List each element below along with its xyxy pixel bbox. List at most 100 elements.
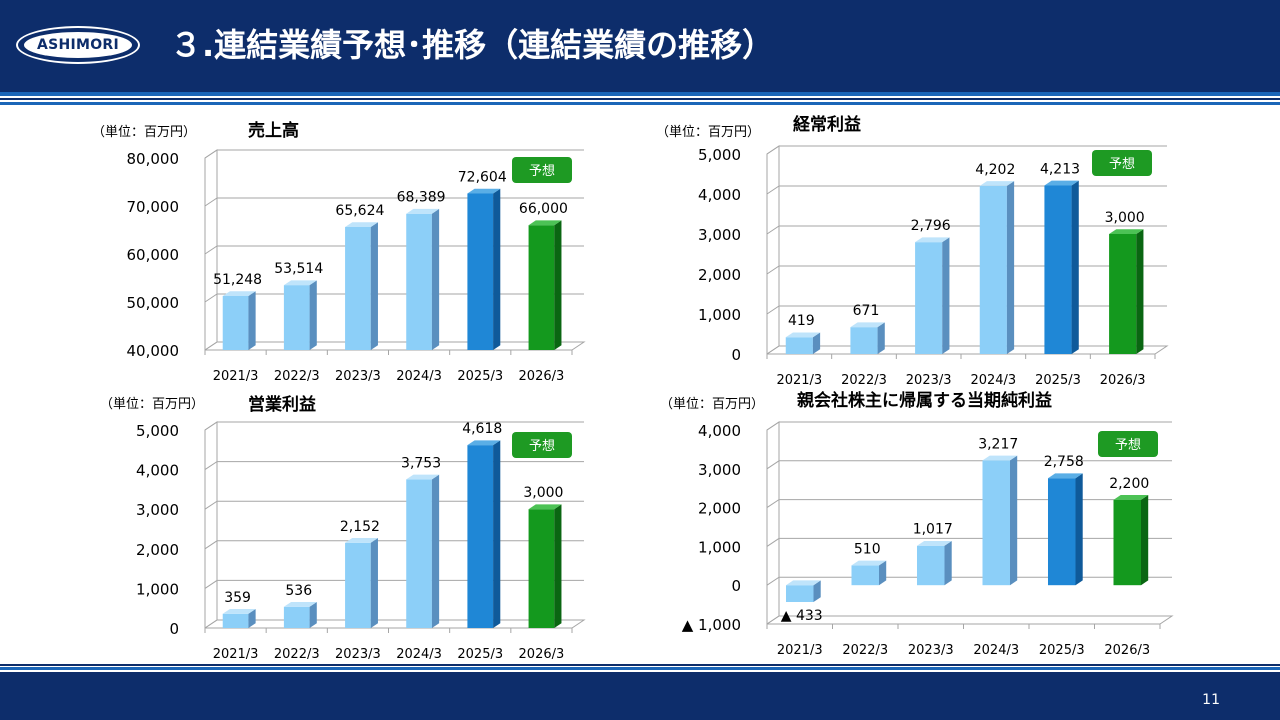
header-stripe-2: [0, 98, 1280, 100]
x-tick-label: 2025/3: [1039, 643, 1085, 658]
gridline: [204, 245, 584, 255]
gridline: [204, 293, 584, 303]
bar-2024/3: [982, 455, 1018, 586]
bar-2024/3: [979, 181, 1015, 354]
bar-2025/3: [467, 188, 501, 350]
data-label: 536: [285, 583, 312, 599]
data-label: 2,152: [340, 519, 380, 535]
data-label: 72,604: [458, 170, 507, 186]
chart-title: 親会社株主に帰属する当期純利益: [797, 390, 1052, 411]
bar-front: [916, 545, 945, 586]
bar-side: [309, 601, 317, 628]
bar-top: [916, 540, 952, 546]
gridline: [766, 460, 1172, 470]
y-tick-label: 1,000: [698, 306, 741, 324]
floor-outline: [767, 345, 1169, 355]
y-tick-label: 50,000: [127, 294, 180, 312]
y-tick-label: 1,000: [136, 580, 179, 598]
chart-title: 経常利益: [793, 114, 861, 135]
y-tick-label: 60,000: [127, 246, 180, 264]
bar-front: [222, 613, 249, 628]
bar-2021/3: [785, 332, 821, 354]
bar-top: [915, 237, 950, 243]
x-tick-label: 2026/3: [1100, 373, 1146, 388]
footer-stripe-2: [0, 667, 1280, 670]
bar-front: [467, 445, 494, 628]
x-tick-label: 2023/3: [906, 373, 952, 388]
x-tick-label: 2025/3: [457, 369, 503, 384]
bar-front: [345, 227, 371, 350]
bar-side: [1141, 495, 1149, 586]
bar-top: [467, 440, 501, 446]
bar-top: [528, 504, 562, 510]
bar-top: [345, 222, 378, 228]
bar-front: [1047, 478, 1076, 586]
y-tick-label: 1,000: [698, 538, 741, 556]
data-label: ▲ 433: [781, 608, 823, 624]
bar-2022/3: [283, 280, 317, 350]
bar-top: [785, 332, 821, 338]
forecast-badge-label: 予想: [1115, 437, 1141, 453]
forecast-badge-label: 予想: [529, 438, 555, 454]
unit-label: （単位：百万円）: [660, 396, 764, 412]
bar-front: [467, 193, 494, 350]
bar-front: [979, 185, 1007, 354]
y-tick-label: 3,000: [698, 226, 741, 244]
footer-stripe-1: [0, 664, 1280, 666]
bar-side: [812, 332, 821, 354]
side-wall: [204, 421, 218, 629]
bar-front: [1109, 234, 1137, 354]
chart-title: 営業利益: [248, 394, 316, 415]
bar-front: [406, 479, 432, 628]
y-tick-label: 4,000: [136, 462, 179, 480]
y-tick-label: 40,000: [127, 342, 180, 360]
gridline: [204, 341, 584, 351]
bar-front: [785, 337, 813, 354]
bar-2023/3: [915, 237, 950, 354]
gridline: [766, 225, 1167, 235]
bar-front: [785, 585, 814, 603]
bar-side: [248, 608, 256, 628]
data-label: 1,017: [913, 522, 953, 538]
chart-svg: （単位：百万円） 売上高 40,000 50,000 60,000 70,000 80,00…: [92, 120, 586, 384]
bar-2021/3: [222, 608, 256, 628]
data-label: 4,213: [1040, 161, 1080, 177]
bar-2026/3: [528, 220, 562, 350]
gridline: [204, 500, 584, 510]
bar-2024/3: [406, 208, 440, 350]
gridline: [204, 619, 584, 629]
gridline: [766, 345, 1167, 355]
data-label: 68,389: [397, 190, 446, 206]
forecast-badge-bg: [512, 432, 572, 458]
y-tick-label: 4,000: [698, 186, 741, 204]
net-income-chart: （単位：百万円） 親会社株主に帰属する当期純利益 ▲ 1,000 0 1,000 2,00…: [640, 388, 1280, 668]
data-label: 51,248: [213, 272, 262, 288]
bar-2023/3: [916, 540, 952, 586]
bar-2026/3: [1113, 495, 1149, 586]
bar-front: [1113, 499, 1142, 586]
bar-front: [283, 285, 310, 350]
data-label: 3,000: [523, 485, 563, 501]
x-tick-label: 2026/3: [519, 369, 565, 384]
gridline: [204, 579, 584, 589]
bar-2025/3: [1044, 180, 1079, 354]
forecast-badge: 予想: [1098, 431, 1158, 457]
chart-svg: （単位：百万円） 営業利益 0 1,000 2,000 3,000 4,000 5,000 35…: [100, 394, 586, 662]
x-tick-label: 2026/3: [519, 647, 565, 662]
y-tick-label: 3,000: [698, 461, 741, 479]
x-tick-label: 2021/3: [777, 643, 823, 658]
bar-top: [1044, 180, 1079, 186]
y-tick-label: 2,000: [136, 541, 179, 559]
data-label: 3,000: [1105, 210, 1145, 226]
gridline: [766, 145, 1167, 155]
floor-outline: [767, 615, 1174, 625]
bar-side: [431, 208, 440, 350]
bar-front: [915, 242, 943, 354]
bar-top: [467, 188, 501, 194]
x-tick-label: 2022/3: [842, 643, 888, 658]
bar-side: [877, 322, 885, 354]
forecast-badge-bg: [1098, 431, 1158, 457]
bar-top: [1047, 473, 1083, 479]
y-tick-label: 2,000: [698, 266, 741, 284]
x-tick-label: 2022/3: [841, 373, 887, 388]
